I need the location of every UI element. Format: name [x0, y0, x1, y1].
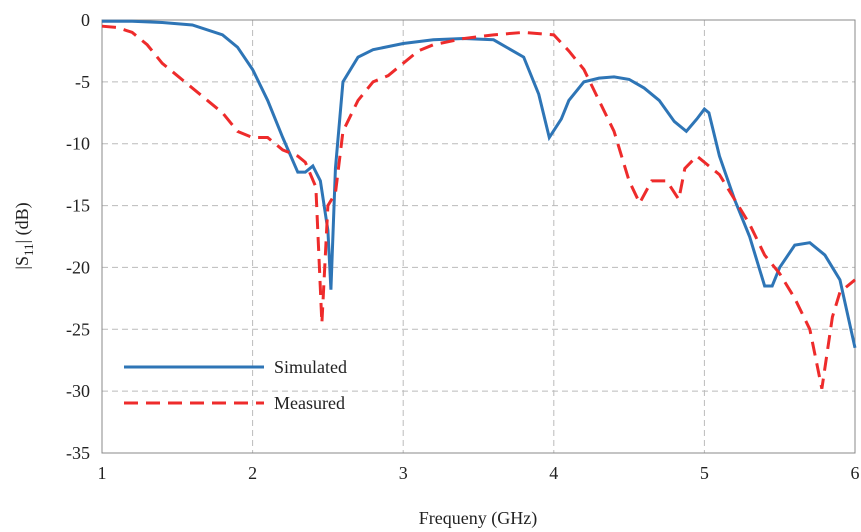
- legend-label: Simulated: [274, 357, 347, 377]
- x-tick-label: 2: [248, 463, 257, 483]
- y-tick-label: -20: [66, 257, 90, 277]
- y-tick-label: -15: [66, 196, 90, 216]
- x-tick-label: 5: [700, 463, 709, 483]
- y-tick-label: -35: [66, 443, 90, 463]
- y-tick-label: -30: [66, 381, 90, 401]
- y-tick-label: -25: [66, 319, 90, 339]
- y-tick-label: -5: [75, 72, 90, 92]
- series-line: [101, 24, 856, 389]
- x-tick-label: 3: [399, 463, 408, 483]
- x-tick-label: 6: [851, 463, 860, 483]
- y-label-part: |S: [12, 256, 32, 270]
- plot-frame: [101, 19, 856, 454]
- y-tick-label: 0: [81, 10, 90, 30]
- x-tick-label: 1: [98, 463, 107, 483]
- y-label-sub: 11: [21, 243, 36, 256]
- series-line: [102, 19, 857, 349]
- x-axis-label: Frequeny (GHz): [419, 508, 537, 529]
- y-tick-label: -10: [66, 134, 90, 154]
- y-axis-label: |S11| (dB): [12, 202, 36, 269]
- legend-label: Measured: [274, 393, 345, 413]
- y-label-part: | (dB): [12, 202, 33, 243]
- x-tick-label: 4: [549, 463, 558, 483]
